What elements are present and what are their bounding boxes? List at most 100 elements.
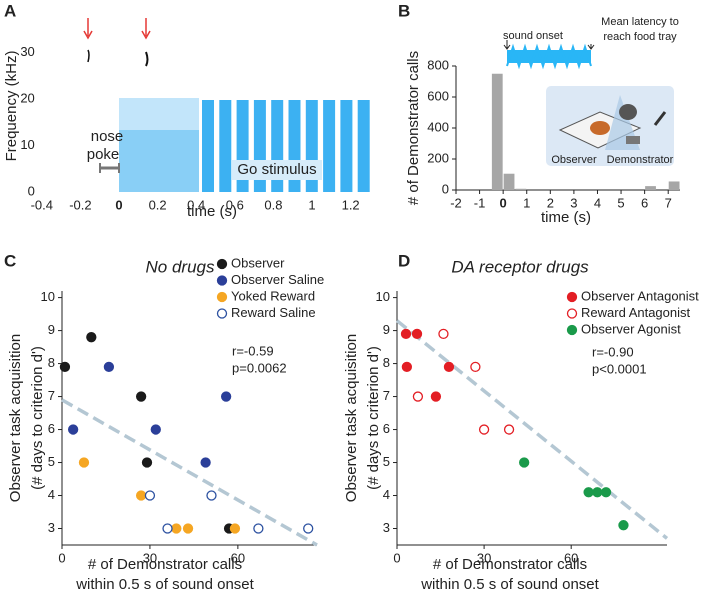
y-tick-label: 20 xyxy=(20,90,34,105)
x-tick-label: 30 xyxy=(143,550,157,565)
x-tick-label: -0.2 xyxy=(69,197,91,212)
panel-label: A xyxy=(4,1,16,20)
point xyxy=(67,424,79,435)
x-axis-label: within 0.5 s of sound onset xyxy=(420,576,599,593)
y-tick-label: 10 xyxy=(41,289,55,304)
y-axis-label: Observer task acquisition xyxy=(343,334,360,502)
x-tick-label: -1 xyxy=(474,195,486,210)
point xyxy=(438,328,449,340)
point xyxy=(206,490,217,501)
fit-line xyxy=(61,398,318,547)
panel-label: B xyxy=(398,1,410,20)
legend-marker xyxy=(566,324,578,336)
y-tick-label: 0 xyxy=(28,183,35,198)
legend-marker xyxy=(216,258,228,270)
x-axis-label: # of Demonstrator calls xyxy=(88,556,242,573)
y-tick-label: 4 xyxy=(48,487,55,502)
legend-label: Observer Agonist xyxy=(581,321,681,336)
x-tick-label: 0.2 xyxy=(149,197,167,212)
legend-marker xyxy=(216,275,228,286)
panel-label: C xyxy=(4,251,16,270)
x-tick-label: 0.6 xyxy=(226,197,244,212)
annotation: Mean latency to xyxy=(601,16,679,28)
point xyxy=(470,361,481,373)
point xyxy=(303,523,314,534)
x-tick-label: -0.4 xyxy=(31,197,53,212)
point xyxy=(200,457,211,468)
task-schematic xyxy=(503,40,674,166)
y-tick-label: 600 xyxy=(427,88,449,103)
point xyxy=(583,487,594,498)
x-tick-label: 0 xyxy=(58,550,65,565)
bar xyxy=(515,188,527,190)
y-axis-label: Observer task acquisition xyxy=(7,334,24,502)
point xyxy=(141,457,153,468)
point xyxy=(412,391,424,402)
stimulus-pulse xyxy=(340,100,353,192)
point xyxy=(478,424,490,435)
x-tick-label: 4 xyxy=(594,195,601,210)
legend-label: Observer Antagonist xyxy=(581,288,699,303)
legend-marker xyxy=(566,308,578,319)
y-axis-label: (# days to criterion d') xyxy=(29,346,46,490)
fit-line xyxy=(395,319,669,540)
point xyxy=(135,391,147,402)
stat-label: p<0.0001 xyxy=(592,361,647,376)
annotation: Go stimulus xyxy=(237,161,316,178)
y-tick-label: 30 xyxy=(20,44,34,59)
x-tick-label: 5 xyxy=(617,195,624,210)
x-tick-label: 60 xyxy=(564,550,578,565)
point xyxy=(220,391,232,402)
bar xyxy=(668,181,680,190)
legend-marker xyxy=(216,308,228,319)
point xyxy=(592,487,603,498)
x-tick-label: -2 xyxy=(450,195,462,210)
y-tick-label: 400 xyxy=(427,119,449,134)
point xyxy=(411,328,423,340)
x-tick-label: 1 xyxy=(523,195,530,210)
stimulus-pulse xyxy=(357,100,370,192)
point xyxy=(171,523,182,534)
legend-marker xyxy=(216,291,228,303)
x-tick-label: 6 xyxy=(641,195,648,210)
annotation: reach food tray xyxy=(603,31,677,43)
point xyxy=(135,490,147,501)
y-tick-label: 0 xyxy=(442,181,449,196)
x-axis-label: time (s) xyxy=(541,209,591,226)
x-axis-label: # of Demonstrator calls xyxy=(433,556,587,573)
y-tick-label: 6 xyxy=(383,421,390,436)
y-axis-label: Frequency (kHz) xyxy=(3,51,20,162)
x-tick-label: 1 xyxy=(308,197,315,212)
y-tick-label: 9 xyxy=(383,322,390,337)
y-tick-label: 10 xyxy=(20,137,34,152)
point xyxy=(618,520,629,531)
annotation: nose xyxy=(91,128,124,145)
legend-label: Yoked Reward xyxy=(231,288,315,303)
annotation: Demonstrator xyxy=(607,154,674,166)
point xyxy=(229,523,241,534)
x-tick-label: 2 xyxy=(547,195,554,210)
point xyxy=(600,487,612,498)
point xyxy=(400,328,412,340)
x-tick-label: 7 xyxy=(665,195,672,210)
y-tick-label: 8 xyxy=(383,355,390,370)
x-tick-label: 30 xyxy=(477,550,491,565)
y-tick-label: 7 xyxy=(48,388,55,403)
x-tick-label: 60 xyxy=(231,550,245,565)
stimulus-pulse xyxy=(202,100,214,192)
x-tick-label: 0.4 xyxy=(187,197,205,212)
legend-label: Observer Saline xyxy=(231,272,324,287)
x-tick-label: 0 xyxy=(500,195,507,210)
annotation: Observer xyxy=(551,154,597,166)
x-tick-label: 0 xyxy=(115,197,122,212)
point xyxy=(103,361,115,373)
point xyxy=(150,424,161,435)
stimulus-pulse xyxy=(323,100,336,192)
legend-label: Reward Saline xyxy=(231,305,316,320)
legend-label: Observer xyxy=(231,255,285,270)
point xyxy=(253,523,264,534)
y-tick-label: 3 xyxy=(383,520,390,535)
legend-label: Reward Antagonist xyxy=(581,305,691,320)
